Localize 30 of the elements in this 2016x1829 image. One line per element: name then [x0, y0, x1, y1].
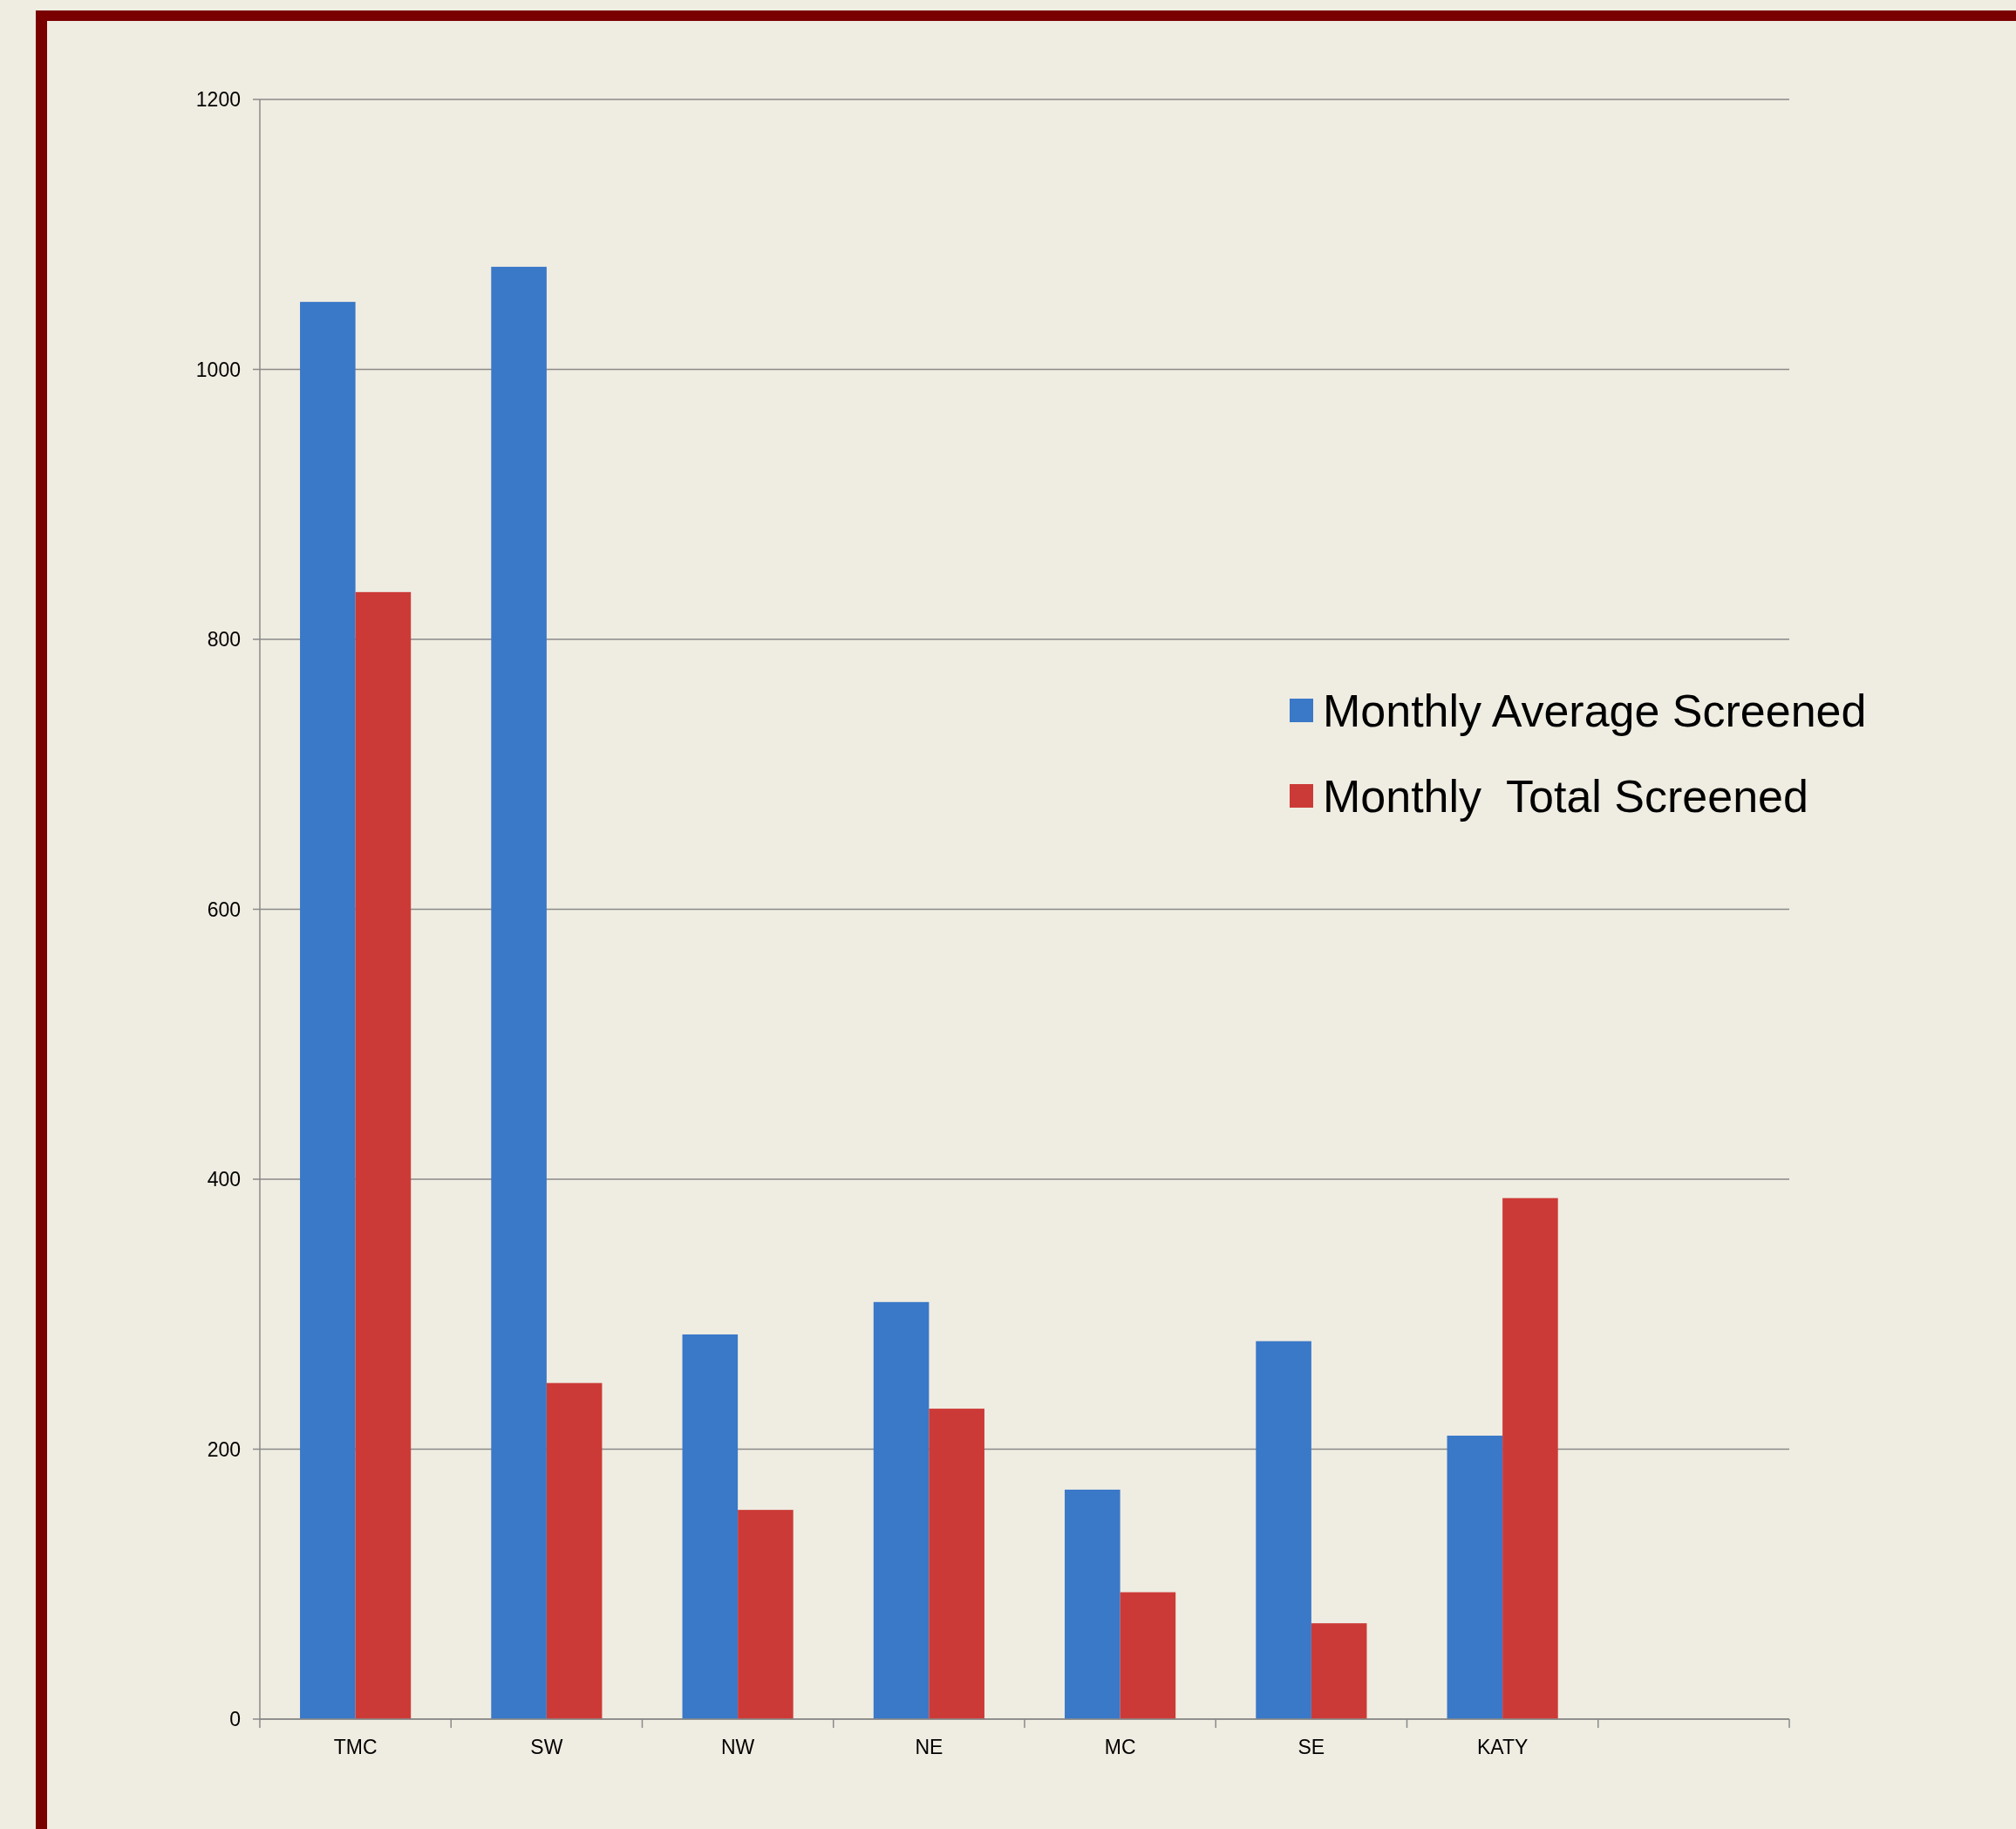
- y-tick-label: 1200: [195, 88, 241, 112]
- x-tick-label: TMC: [333, 1736, 378, 1758]
- bar: [873, 1301, 930, 1719]
- bar: [1065, 1489, 1120, 1720]
- bar: [929, 1409, 984, 1719]
- bar: [546, 1382, 603, 1719]
- x-tick-label: MC: [1104, 1736, 1136, 1758]
- bar: [491, 266, 547, 1719]
- legend-label: Monthly Average Screened: [1323, 686, 1867, 737]
- bar: [355, 591, 412, 1719]
- y-tick-label: 200: [207, 1437, 241, 1461]
- y-tick-label: 800: [207, 628, 241, 652]
- bar: [682, 1334, 739, 1719]
- bar: [1502, 1198, 1558, 1720]
- x-tick-label: NW: [720, 1736, 755, 1758]
- x-tick-label: KATY: [1476, 1736, 1529, 1758]
- bar: [1447, 1436, 1503, 1720]
- y-tick-label: 600: [207, 897, 241, 921]
- legend-label: Monthly Total Screened: [1323, 771, 1808, 822]
- x-tick-label: SW: [530, 1736, 563, 1758]
- y-tick-label: 400: [207, 1168, 241, 1191]
- bar: [738, 1510, 793, 1719]
- bar: [300, 302, 356, 1720]
- bar: [1311, 1623, 1367, 1719]
- y-tick-label: 1000: [195, 358, 241, 381]
- x-tick-label: NE: [915, 1736, 943, 1758]
- bar: [1120, 1592, 1176, 1720]
- x-tick-label: SE: [1297, 1736, 1325, 1758]
- bar: [1256, 1341, 1311, 1719]
- y-tick-label: 0: [229, 1708, 241, 1731]
